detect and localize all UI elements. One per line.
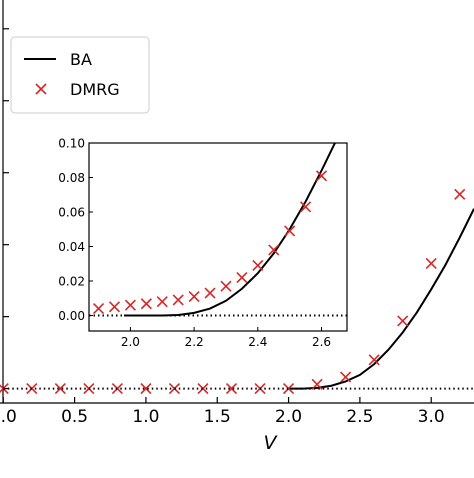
inset-series-dmrg-point-stroke-b — [284, 225, 296, 237]
main-series-dmrg-point-stroke-b — [197, 383, 209, 395]
main-series-dmrg-point — [454, 188, 466, 200]
inset-series-dmrg-point — [188, 290, 200, 303]
inset-series-dmrg-point-stroke-b — [236, 271, 248, 284]
inset-x-tick-label: 2.4 — [248, 335, 267, 349]
main-x-tick-label: 3.0 — [418, 407, 445, 427]
main-x-tick-label: 0.0 — [0, 407, 17, 427]
inset-frame — [88, 142, 348, 332]
inset-series-dmrg-point — [220, 280, 232, 292]
inset-series-dmrg-point-stroke-b — [268, 244, 280, 256]
inset-series-dmrg-point — [315, 170, 328, 182]
main-x-tick-label: 2.0 — [275, 407, 302, 427]
main-series-dmrg-point — [425, 257, 437, 269]
main-series-dmrg-point — [197, 383, 209, 395]
main-series-dmrg-point — [225, 383, 238, 395]
main-series-dmrg-point — [311, 378, 323, 390]
inset-series-dmrg-point — [300, 201, 312, 213]
main-series-dmrg-point — [54, 383, 66, 395]
inset-x-tick-label: 2.6 — [312, 335, 331, 349]
inset-series-dmrg-point — [92, 303, 105, 315]
inset-y-tick-label: 0.00 — [58, 309, 85, 323]
inset-y-tick-label: 0.10 — [58, 137, 85, 151]
main-series-dmrg-point-stroke-b — [26, 383, 38, 395]
main-x-tick-label: 0.5 — [61, 407, 88, 427]
main-series-dmrg-point-stroke-b — [425, 257, 437, 269]
inset-series-dmrg-point — [204, 287, 216, 299]
main-series-dmrg-point-stroke-b — [340, 371, 352, 383]
main-series-dmrg-point — [282, 383, 295, 395]
inset-series-dmrg-point — [172, 294, 184, 306]
main-series-dmrg-point-stroke-b — [54, 383, 66, 395]
inset-series-dmrg-point — [124, 299, 136, 311]
main-series-dmrg-point — [26, 383, 38, 395]
main-series-dmrg-point — [111, 383, 123, 395]
legend-dmrg-swatch-stroke-b — [35, 83, 47, 95]
inset-series-dmrg-point-stroke-b — [252, 259, 264, 272]
main-series-dmrg-point-stroke-b — [311, 378, 323, 390]
main-series-dmrg-point-stroke-b — [282, 383, 295, 395]
inset-series-dmrg-point-stroke-b — [124, 299, 136, 311]
inset-series-dmrg-point — [284, 225, 296, 237]
inset-x-tick-label: 2.0 — [121, 335, 140, 349]
main-series-dmrg-point — [368, 354, 380, 366]
main-series-dmrg-point — [140, 383, 152, 395]
main-series-dmrg-point-stroke-b — [368, 354, 380, 366]
inset-series-dmrg-point — [236, 271, 248, 284]
inset-series-dmrg-point-stroke-b — [204, 287, 216, 299]
main-x-tick-label: 1.5 — [204, 407, 231, 427]
inset-data — [89, 143, 347, 317]
inset-x-tick-label: 2.2 — [185, 335, 204, 349]
main-series-dmrg-point-stroke-b — [397, 315, 409, 327]
inset-series-dmrg-point — [156, 296, 168, 308]
inset-series-dmrg-point-stroke-b — [315, 170, 328, 182]
inset-series-dmrg-point-stroke-b — [108, 301, 121, 313]
inset-y-tick-label: 0.06 — [58, 205, 85, 219]
legend: BA DMRG — [10, 36, 150, 114]
main-series-dmrg-point-stroke-b — [140, 383, 152, 395]
main-series-dmrg-point-stroke-b — [111, 383, 123, 395]
inset-series-dmrg-point-stroke-b — [156, 296, 168, 308]
legend-dmrg-label: DMRG — [70, 80, 120, 99]
inset-series-dmrg-point-stroke-b — [188, 290, 200, 303]
main-series-dmrg-point — [397, 315, 409, 327]
inset-background — [89, 143, 347, 331]
main-x-tick-label: 2.5 — [346, 407, 373, 427]
main-series-dmrg-point — [340, 371, 352, 383]
legend-ba-label: BA — [70, 50, 92, 69]
inset-y-tick-label: 0.02 — [58, 274, 85, 288]
inset-y-tick-label: 0.08 — [58, 171, 85, 185]
inset-series-dmrg-point-stroke-b — [92, 303, 105, 315]
inset-series-dmrg-point-stroke-b — [172, 294, 184, 306]
inset-y-tick-label: 0.04 — [58, 240, 85, 254]
inset-series-dmrg-point-stroke-b — [300, 201, 312, 213]
legend-box — [10, 36, 150, 114]
main-plot: 0.0 0.5 1.0 1.5 2.0 2.5 3.0 V — [0, 0, 474, 454]
inset-series-ba-line — [124, 143, 337, 317]
inset-plot: 0.00 0.02 0.04 0.06 0.08 0.10 2.0 2.2 2.4 2.6 — [58, 137, 348, 349]
inset-series-dmrg-point — [268, 244, 280, 256]
inset-series-dmrg-point — [252, 259, 264, 272]
main-series-dmrg-point-stroke-b — [454, 188, 466, 200]
inset-series-dmrg-point-stroke-b — [220, 280, 232, 292]
main-x-tick-label: 1.0 — [132, 407, 159, 427]
inset-series-dmrg-point-stroke-b — [140, 298, 152, 310]
main-x-axis-label: V — [264, 432, 279, 454]
legend-dmrg-swatch — [35, 83, 47, 95]
inset-series-dmrg-point — [108, 301, 121, 313]
main-data — [0, 188, 474, 395]
main-series-dmrg-point-stroke-b — [225, 383, 238, 395]
inset-series-dmrg-point — [140, 298, 152, 310]
